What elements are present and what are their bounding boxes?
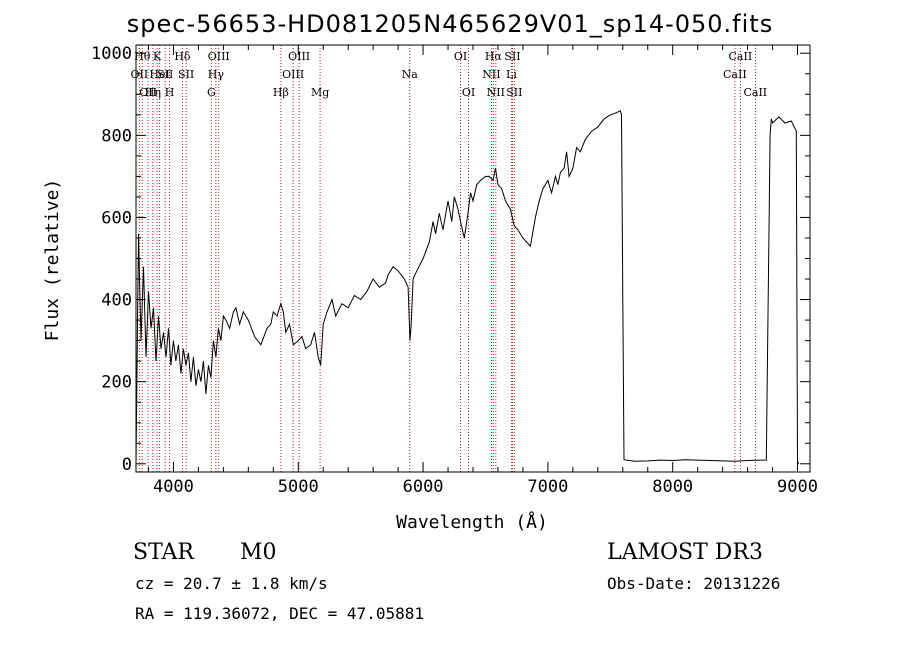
line-label: K: [153, 50, 162, 63]
line-label: OII: [139, 86, 157, 99]
line-labels: OIIHθOIIHηKHeISIIHHδSIIGHγOIIIHβOIIIOIII…: [131, 50, 768, 99]
line-label: H: [165, 86, 175, 99]
chart-title: spec-56653-HD081205N465629V01_sp14-050.f…: [126, 10, 774, 38]
y-tick-label: 200: [101, 373, 132, 393]
line-label: CaII: [729, 50, 753, 63]
line-label: SII: [504, 50, 520, 63]
line-label: SII: [157, 68, 173, 81]
y-tick-label: 400: [101, 291, 132, 311]
x-tick-label: 7000: [527, 477, 568, 497]
x-tick-label: 6000: [403, 477, 444, 497]
y-tick-label: 0: [122, 455, 132, 475]
y-axis-label: Flux (relative): [42, 179, 63, 342]
x-tick-label: 4000: [153, 477, 194, 497]
object-subclass: M0: [240, 540, 277, 565]
line-label: Hδ: [174, 50, 191, 63]
spectrum-line: [135, 109, 800, 465]
line-label: OI: [462, 86, 475, 99]
y-tick-label: 1000: [91, 44, 132, 64]
line-label: CaII: [743, 86, 767, 99]
x-tick-label: 9000: [777, 477, 818, 497]
y-tick-label: 800: [101, 126, 132, 146]
y-tick-label: 600: [101, 208, 132, 228]
line-label: Hβ: [273, 86, 289, 99]
line-label: OIII: [208, 50, 230, 63]
line-label: Li: [506, 68, 517, 81]
line-label: Hγ: [208, 68, 225, 81]
line-label: Hθ: [134, 50, 151, 63]
survey-name: LAMOST DR3: [607, 540, 763, 565]
obs-date: Obs-Date: 20131226: [607, 574, 781, 593]
line-label: OIII: [288, 50, 310, 63]
line-label: Na: [402, 68, 419, 81]
axis-ticks: 4000 5000 6000 7000 8000 9000 0 200 400 600 800 100…: [91, 44, 818, 497]
line-label: SII: [506, 86, 522, 99]
coordinates: RA = 119.36072, DEC = 47.05881: [135, 604, 424, 623]
line-label: OII: [131, 68, 149, 81]
line-label: CaII: [723, 68, 747, 81]
x-axis-label: Wavelength (Å): [396, 511, 548, 533]
plot-frame: [135, 44, 811, 473]
line-label: HeI: [149, 68, 169, 81]
line-label: OIII: [282, 68, 304, 81]
line-label: G: [207, 86, 216, 99]
x-tick-label: 8000: [652, 477, 693, 497]
line-label: Mg: [311, 86, 329, 99]
line-label: NII: [487, 86, 505, 99]
line-label: Hη: [145, 86, 161, 99]
line-label: Hα: [485, 50, 503, 63]
line-label: SII: [178, 68, 194, 81]
redshift-text: cz = 20.7 ± 1.8 km/s: [135, 574, 328, 593]
line-markers: [138, 45, 756, 472]
line-label: NII: [482, 68, 500, 81]
x-tick-label: 5000: [278, 477, 319, 497]
line-label: OI: [454, 50, 467, 63]
object-class: STAR: [133, 540, 194, 565]
